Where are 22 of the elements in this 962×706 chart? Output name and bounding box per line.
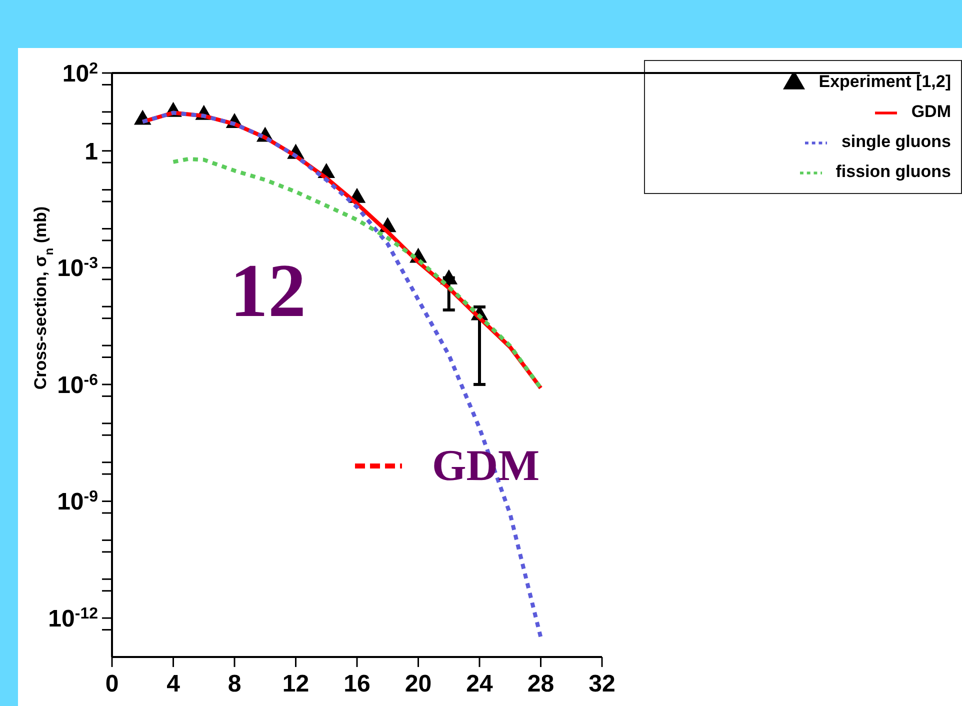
y-tick-label: 10$^{-12}$ bbox=[48, 604, 98, 632]
annotation: GDM bbox=[432, 441, 540, 490]
annotation: 12 bbox=[230, 249, 306, 333]
x-tick-label: 32 bbox=[588, 670, 616, 698]
x-tick-label: 16 bbox=[344, 670, 370, 698]
x-tick-label: 8 bbox=[228, 670, 242, 698]
y-tick-label: 10$^{2}$ bbox=[62, 60, 98, 88]
line-series bbox=[171, 156, 543, 390]
x-tick-label: 0 bbox=[105, 670, 119, 698]
y-tick-label: 10$^{-3}$ bbox=[57, 254, 98, 282]
x-tick-label: 28 bbox=[527, 670, 554, 698]
legend-label: Experiment [1,2] bbox=[818, 72, 951, 91]
legend-label: single gluons bbox=[841, 132, 951, 151]
legend-label: GDM bbox=[911, 102, 951, 121]
x-tick-label: 12 bbox=[282, 670, 310, 698]
y-tick-label: 10$^{-9}$ bbox=[57, 488, 98, 516]
x-tick-label: 24 bbox=[466, 670, 494, 698]
x-tick-label: 20 bbox=[404, 670, 432, 698]
legend-label: fission gluons bbox=[836, 162, 951, 181]
y-tick-label: 1 bbox=[84, 138, 98, 166]
x-tick-label: 4 bbox=[166, 670, 181, 698]
y-tick-label: 10$^{-6}$ bbox=[57, 371, 98, 399]
